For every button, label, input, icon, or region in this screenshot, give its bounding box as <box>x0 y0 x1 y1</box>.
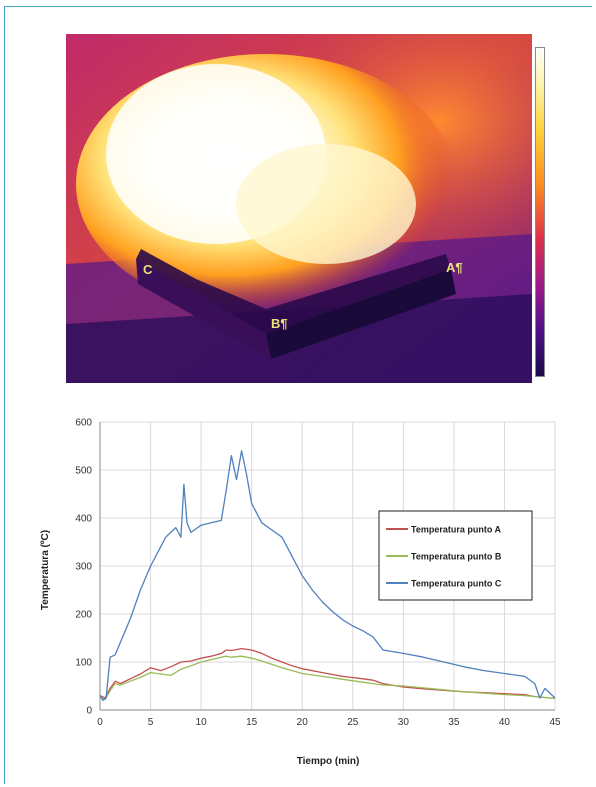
x-tick-label: 45 <box>549 717 561 728</box>
marker-c-label: C <box>143 262 153 277</box>
thermal-image <box>66 34 532 383</box>
x-tick-label: 15 <box>246 717 258 728</box>
y-tick-label: 600 <box>75 418 92 429</box>
x-tick-label: 40 <box>499 717 511 728</box>
x-tick-label: 0 <box>97 717 103 728</box>
chart-legend: Temperatura punto A Temperatura punto B Te… <box>378 510 533 601</box>
temperature-colorbar <box>535 47 545 377</box>
x-axis-label: Tiempo (min) <box>297 756 360 767</box>
legend-label-c: Temperatura punto C <box>411 579 502 589</box>
y-tick-label: 400 <box>75 514 92 525</box>
series-line-a <box>99 647 556 700</box>
series-line-c <box>99 450 556 702</box>
marker-a-label: A¶ <box>446 260 463 275</box>
axis-layer: 0 5 10 15 20 25 30 35 40 45 0 100 200 300 400 500 600 <box>75 418 561 729</box>
y-tick-label: 300 <box>75 562 92 573</box>
y-axis-label: Temperatura (ºC) <box>40 530 51 610</box>
series-line-b <box>99 655 556 701</box>
series-layer <box>99 450 556 702</box>
y-tick-label: 200 <box>75 610 92 621</box>
marker-b-label: B¶ <box>271 316 288 331</box>
x-tick-label: 35 <box>448 717 460 728</box>
y-tick-label: 500 <box>75 466 92 477</box>
x-tick-label: 25 <box>347 717 359 728</box>
chart-svg: 0 5 10 15 20 25 30 35 40 45 0 100 200 300 400 500 600 Te… <box>40 418 561 768</box>
y-tick-label: 0 <box>86 706 92 717</box>
legend-label-a: Temperatura punto A <box>411 525 502 535</box>
thermal-photo <box>66 34 532 383</box>
y-tick-label: 100 <box>75 658 92 669</box>
x-tick-label: 20 <box>297 717 309 728</box>
legend-label-b: Temperatura punto B <box>411 552 502 562</box>
temperature-chart: 0 5 10 15 20 25 30 35 40 45 0 100 200 300 400 500 600 Te… <box>30 410 575 770</box>
x-tick-label: 30 <box>398 717 410 728</box>
x-tick-label: 5 <box>148 717 154 728</box>
figure-frame <box>4 6 592 784</box>
x-tick-label: 10 <box>196 717 208 728</box>
